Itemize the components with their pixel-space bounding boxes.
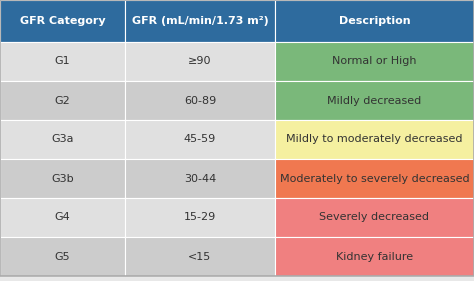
Bar [0,81,125,120]
Bar [125,0,275,42]
Text: Description: Description [339,16,410,26]
Text: Kidney failure: Kidney failure [336,251,413,262]
Bar [0,198,125,237]
Text: GFR (mL/min/1.73 m²): GFR (mL/min/1.73 m²) [132,16,268,26]
Bar [125,120,275,159]
Text: <15: <15 [188,251,211,262]
Text: Mildly to moderately decreased: Mildly to moderately decreased [286,135,463,144]
Text: Moderately to severely decreased: Moderately to severely decreased [280,173,469,183]
Bar [275,81,474,120]
Text: Mildly decreased: Mildly decreased [328,96,422,105]
Text: 30-44: 30-44 [184,173,216,183]
Text: ≥90: ≥90 [188,56,212,67]
Text: G3a: G3a [51,135,74,144]
Text: 45-59: 45-59 [184,135,216,144]
Bar [275,120,474,159]
Bar [0,0,125,42]
Bar [0,159,125,198]
Bar [275,159,474,198]
Text: 15-29: 15-29 [184,212,216,223]
Text: Normal or High: Normal or High [332,56,417,67]
Bar [125,81,275,120]
Bar [125,237,275,276]
Bar [275,198,474,237]
Bar [125,198,275,237]
Text: G4: G4 [55,212,70,223]
Text: G3b: G3b [51,173,74,183]
Text: G5: G5 [55,251,70,262]
Bar [275,0,474,42]
Text: G1: G1 [55,56,70,67]
Bar [125,42,275,81]
Bar [0,237,125,276]
Bar [0,42,125,81]
Bar [0,120,125,159]
Text: Severely decreased: Severely decreased [319,212,429,223]
Text: GFR Category: GFR Category [20,16,105,26]
Bar [275,237,474,276]
Bar [125,159,275,198]
Text: 60-89: 60-89 [184,96,216,105]
Bar [275,42,474,81]
Text: G2: G2 [55,96,70,105]
